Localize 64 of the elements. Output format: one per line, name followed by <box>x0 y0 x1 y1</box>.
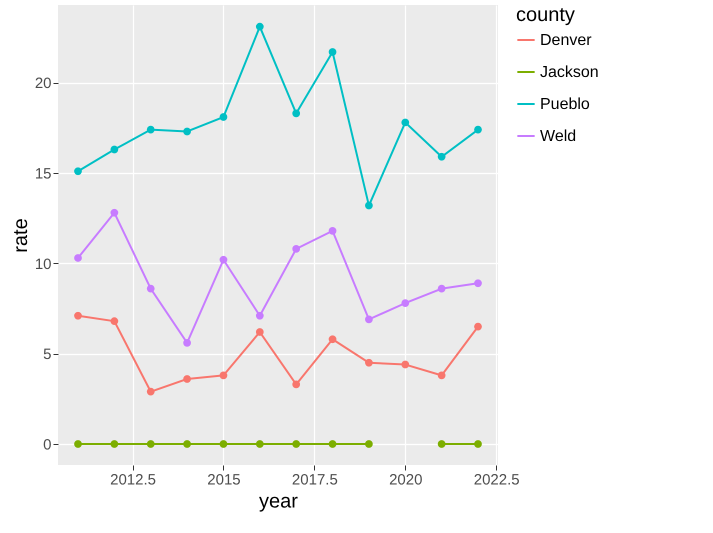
point <box>292 380 300 388</box>
point <box>256 440 264 448</box>
point <box>220 113 228 121</box>
x-tick-label: 2022.5 <box>474 472 520 488</box>
x-tick-label: 2017.5 <box>292 472 338 488</box>
point <box>292 440 300 448</box>
point <box>292 245 300 253</box>
point <box>256 312 264 320</box>
legend-title: county <box>516 4 575 26</box>
point <box>183 128 191 136</box>
point <box>183 440 191 448</box>
point <box>365 440 373 448</box>
point <box>438 440 446 448</box>
point <box>365 316 373 324</box>
point <box>146 388 155 396</box>
point <box>474 126 482 134</box>
point <box>256 328 264 336</box>
point <box>183 375 191 383</box>
point <box>328 226 336 235</box>
point <box>74 312 82 320</box>
legend-label: Weld <box>540 128 576 145</box>
point <box>328 440 336 448</box>
y-tick-label: 15 <box>34 166 52 183</box>
point <box>146 440 155 448</box>
y-tick-label: 10 <box>34 256 52 273</box>
point <box>220 372 228 380</box>
legend-label: Jackson <box>540 64 599 81</box>
y-tick-label: 20 <box>34 75 52 92</box>
y-axis-title: rate <box>10 218 32 253</box>
legend-label: Pueblo <box>540 96 590 113</box>
point <box>110 208 118 217</box>
point <box>401 299 410 307</box>
point <box>256 22 264 31</box>
point <box>292 110 300 118</box>
point <box>474 440 482 448</box>
x-tick-label: 2015 <box>207 472 241 488</box>
point <box>220 256 228 264</box>
point <box>110 317 118 326</box>
point <box>401 118 410 126</box>
point <box>146 126 155 134</box>
point <box>146 284 155 293</box>
point <box>474 322 482 330</box>
point <box>220 440 228 448</box>
point <box>365 358 373 367</box>
point <box>328 48 336 56</box>
x-tick-label: 2020 <box>389 472 422 488</box>
legend-label: Denver <box>540 32 592 49</box>
x-tick-label: 2012.5 <box>110 472 156 488</box>
x-axis-title: year <box>259 490 298 512</box>
point <box>110 440 118 448</box>
point <box>74 254 82 262</box>
point <box>74 440 82 448</box>
point <box>438 284 446 293</box>
y-tick-label: 5 <box>43 346 52 364</box>
point <box>365 202 373 210</box>
point <box>474 279 482 288</box>
point <box>183 339 191 347</box>
y-tick-label: 0 <box>43 436 52 454</box>
point <box>110 146 118 154</box>
point <box>74 167 82 176</box>
point <box>438 372 446 380</box>
point <box>328 335 336 344</box>
point <box>438 152 446 161</box>
point <box>401 360 410 368</box>
